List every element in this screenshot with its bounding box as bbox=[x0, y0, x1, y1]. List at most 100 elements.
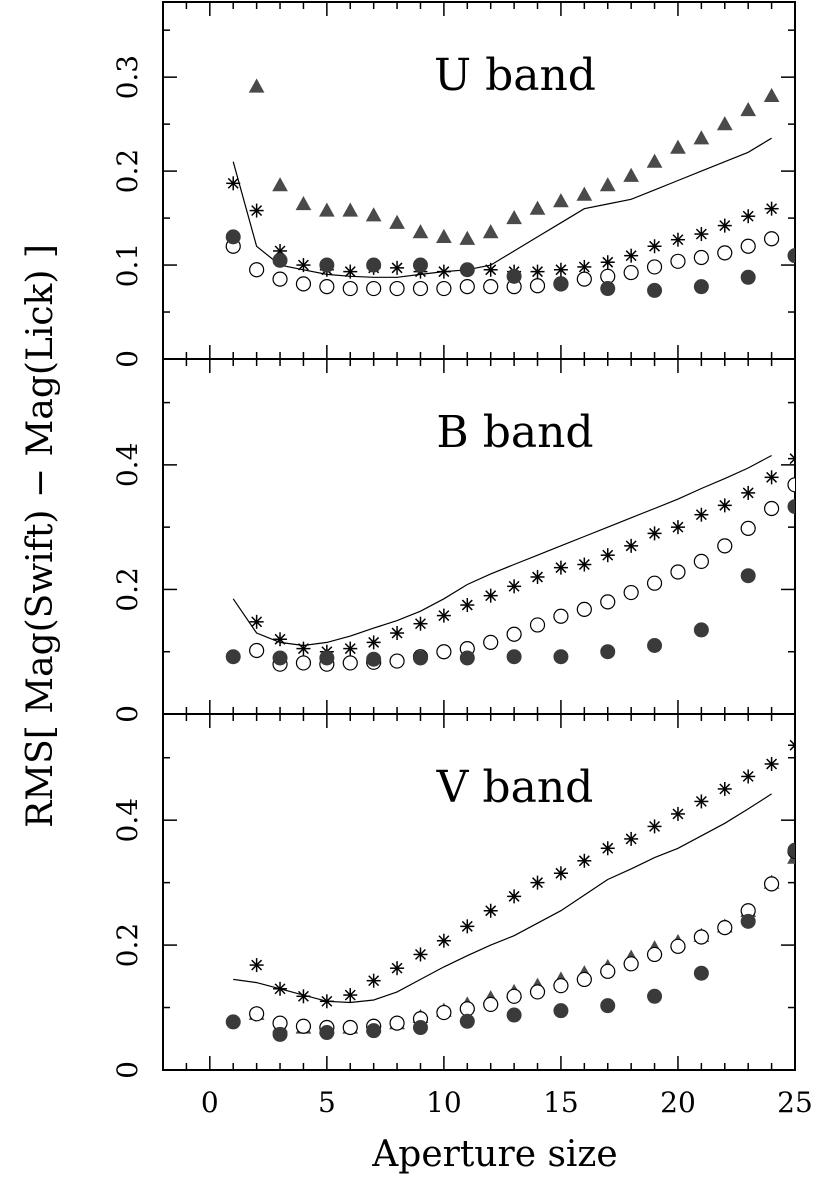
open-circle-point bbox=[600, 594, 616, 610]
asterisk-stroke bbox=[508, 580, 520, 592]
asterisk-stroke bbox=[742, 770, 754, 782]
filled-circle-point bbox=[412, 650, 428, 666]
open-circle-point bbox=[740, 520, 756, 537]
open-circle-point bbox=[436, 280, 452, 297]
band-title: V band bbox=[436, 762, 594, 813]
asterisk-stroke bbox=[742, 487, 754, 499]
asterisk-point bbox=[390, 626, 405, 641]
filled-circle-point bbox=[225, 649, 241, 665]
asterisk-point bbox=[530, 875, 545, 890]
asterisk-point bbox=[553, 560, 568, 575]
open-circle-point bbox=[646, 946, 663, 963]
open-circle-point bbox=[623, 264, 639, 281]
y-tick-label: 0 bbox=[111, 350, 144, 368]
triangle-point bbox=[365, 207, 382, 222]
asterisk-point bbox=[694, 794, 709, 809]
filled-circle-point bbox=[553, 1003, 569, 1019]
y-tick-label: 0.2 bbox=[111, 567, 144, 612]
filled-circle-point bbox=[647, 988, 663, 1004]
asterisk-point bbox=[460, 598, 475, 613]
open-circle-point bbox=[600, 963, 616, 979]
filled-circle-point bbox=[740, 913, 756, 929]
asterisk-point bbox=[694, 507, 709, 522]
open-circle-point bbox=[389, 280, 405, 297]
asterisk-stroke bbox=[532, 266, 543, 278]
asterisk-stroke bbox=[251, 959, 263, 971]
filled-circle-point bbox=[459, 262, 475, 278]
asterisk-point bbox=[249, 614, 264, 629]
open-circle-point bbox=[389, 653, 405, 669]
asterisk-stroke bbox=[719, 499, 731, 511]
triangle-point bbox=[482, 224, 499, 239]
open-circle-point bbox=[717, 919, 733, 936]
asterisk-point bbox=[483, 262, 498, 277]
asterisk-point bbox=[343, 641, 358, 656]
asterisk-stroke bbox=[438, 610, 450, 622]
filled-circle-point bbox=[647, 637, 663, 653]
asterisk-point bbox=[624, 248, 639, 263]
filled-circle-point bbox=[600, 644, 616, 660]
asterisk-point bbox=[741, 485, 756, 500]
open-circle-point bbox=[646, 575, 663, 591]
asterisk-stroke bbox=[274, 983, 286, 995]
filled-circle-point bbox=[319, 1025, 335, 1041]
triangle-point bbox=[319, 202, 335, 217]
open-circle-point bbox=[483, 996, 499, 1013]
asterisk-point bbox=[249, 203, 264, 218]
asterisk-point bbox=[436, 933, 451, 948]
asterisk-stroke bbox=[625, 833, 637, 845]
asterisk-point bbox=[600, 548, 615, 563]
asterisk-stroke bbox=[344, 989, 356, 1001]
asterisk-point bbox=[670, 520, 685, 535]
open-circle-point bbox=[459, 279, 475, 295]
asterisk-stroke bbox=[485, 905, 497, 917]
asterisk-point bbox=[741, 209, 756, 224]
asterisk-point bbox=[530, 264, 545, 279]
filled-circle-point bbox=[225, 229, 241, 245]
filled-circle-point bbox=[319, 650, 335, 666]
asterisk-point bbox=[390, 961, 405, 976]
asterisk-stroke bbox=[297, 643, 309, 655]
asterisk-stroke bbox=[719, 220, 731, 232]
asterisk-stroke bbox=[391, 262, 403, 274]
asterisk-stroke bbox=[461, 599, 473, 611]
triangle-point bbox=[272, 177, 288, 192]
filled-circle-point bbox=[553, 276, 569, 292]
filled-circle-point bbox=[506, 1007, 522, 1023]
asterisk-stroke bbox=[578, 261, 590, 273]
filled-circle-point bbox=[272, 650, 288, 666]
asterisk-stroke bbox=[766, 758, 778, 770]
asterisk-stroke bbox=[649, 527, 661, 539]
asterisk-point bbox=[600, 841, 615, 856]
y-tick-label: 0.2 bbox=[111, 149, 144, 194]
filled-circle-point bbox=[740, 269, 756, 285]
asterisk-point bbox=[577, 853, 592, 868]
asterisk-point bbox=[413, 616, 428, 631]
x-tick-label: 10 bbox=[426, 1086, 462, 1119]
filled-circle-point bbox=[272, 252, 288, 268]
y-axis-title: RMS[ Mag(Swift) − Mag(Lick) ] bbox=[20, 244, 61, 828]
triangle-point bbox=[529, 200, 546, 215]
asterisk-point bbox=[788, 738, 795, 753]
open-circle-point bbox=[553, 978, 569, 994]
asterisk-point bbox=[577, 259, 592, 274]
asterisk-stroke bbox=[415, 948, 426, 960]
asterisk-point bbox=[436, 608, 451, 623]
filled-circle-point bbox=[459, 1013, 475, 1029]
asterisk-point bbox=[343, 988, 358, 1003]
triangle-point bbox=[670, 139, 686, 154]
asterisk-stroke bbox=[602, 256, 614, 268]
open-circle-point bbox=[483, 634, 499, 650]
open-circle-point bbox=[366, 280, 382, 297]
asterisk-point bbox=[296, 989, 311, 1004]
asterisk-stroke bbox=[297, 990, 309, 1002]
asterisk-stroke bbox=[297, 259, 309, 271]
asterisk-point bbox=[460, 919, 475, 934]
open-circle-point bbox=[623, 584, 639, 601]
open-circle-point bbox=[529, 278, 546, 294]
asterisk-stroke bbox=[508, 890, 520, 902]
y-tick-label: 0.4 bbox=[111, 798, 144, 843]
asterisk-stroke bbox=[742, 210, 754, 222]
asterisk-point bbox=[694, 227, 709, 242]
asterisk-stroke bbox=[625, 540, 637, 552]
